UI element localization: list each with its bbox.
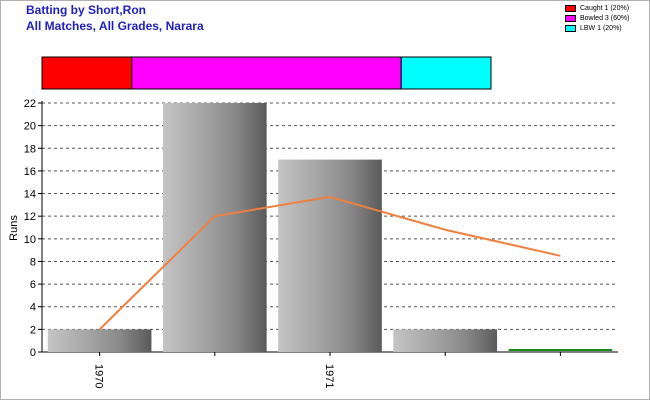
dismissal-segment: [41, 56, 133, 90]
average-line: [98, 195, 561, 331]
legend-item: Bowled 3 (60%): [565, 14, 629, 23]
dismissal-segment: [400, 56, 492, 90]
legend-item: Caught 1 (20%): [565, 4, 629, 13]
y-tick-label: 12: [24, 211, 36, 223]
y-tick-label: 8: [30, 256, 36, 268]
y-axis-title: Runs: [8, 215, 20, 241]
legend-swatch: [565, 15, 576, 22]
y-tick-label: 18: [24, 143, 36, 155]
bar: [278, 159, 382, 352]
legend-label: Bowled 3 (60%): [580, 15, 630, 22]
y-tick-label: 16: [24, 166, 36, 178]
y-tick-label: 20: [24, 121, 36, 133]
bar: [162, 103, 267, 352]
legend-swatch: [565, 25, 576, 32]
y-tick-label: 2: [30, 324, 36, 336]
dismissal-segment: [131, 56, 402, 90]
y-tick-label: 4: [30, 302, 36, 314]
y-tick-label: 22: [24, 98, 36, 110]
y-tick-label: 14: [24, 189, 36, 201]
legend-label: Caught 1 (20%): [580, 5, 630, 12]
y-tick-label: 0: [30, 347, 36, 359]
legend-item: LBW 1 (20%): [565, 24, 629, 33]
bar: [393, 329, 498, 352]
legend-swatch: [565, 5, 576, 12]
y-tick-label: 6: [30, 279, 36, 291]
y-tick-label: 10: [24, 234, 36, 246]
x-tick-label: 1970: [93, 364, 105, 388]
chart-title: Batting by Short,Ron: [26, 3, 146, 17]
bar: [47, 329, 152, 352]
x-tick-label: 1971: [323, 364, 335, 388]
legend-label: LBW 1 (20%): [580, 25, 622, 32]
chart-subtitle: All Matches, All Grades, Narara: [26, 19, 204, 33]
legend: Caught 1 (20%) Bowled 3 (60%) LBW 1 (20%): [565, 4, 629, 34]
